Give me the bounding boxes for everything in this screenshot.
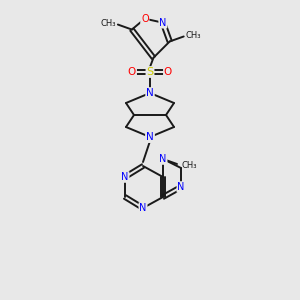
Text: N: N [146, 132, 154, 142]
Text: N: N [146, 132, 154, 142]
Text: O: O [164, 67, 172, 77]
Text: O: O [128, 67, 136, 77]
Text: S: S [146, 67, 154, 77]
Text: N: N [146, 88, 154, 98]
Text: O: O [141, 14, 148, 24]
Text: CH₃: CH₃ [186, 31, 201, 40]
Text: N: N [177, 182, 185, 192]
Text: N: N [159, 18, 167, 28]
Text: N: N [121, 172, 129, 182]
Text: CH₃: CH₃ [181, 161, 197, 170]
Text: N: N [159, 154, 167, 164]
Text: N: N [139, 203, 147, 213]
Text: CH₃: CH₃ [100, 19, 116, 28]
